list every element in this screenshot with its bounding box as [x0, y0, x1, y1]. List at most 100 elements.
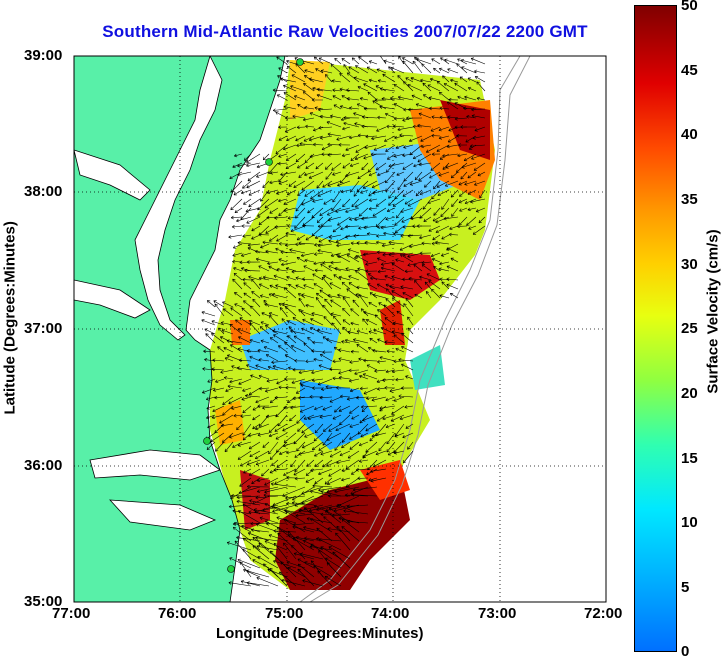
velocity-arrow: [362, 252, 378, 257]
velocity-arrow: [297, 293, 306, 299]
velocity-arrow: [368, 330, 378, 335]
velocity-arrow: [295, 153, 306, 163]
velocity-arrow: [268, 432, 279, 438]
velocity-arrow: [310, 327, 324, 335]
velocity-arrow: [275, 144, 288, 155]
velocity-arrow: [447, 135, 459, 143]
velocity-arrow: [321, 152, 333, 157]
velocity-arrow: [281, 578, 306, 587]
colorbar-tick: 45: [681, 62, 698, 79]
velocity-arrow: [393, 103, 405, 110]
velocity-arrow: [301, 180, 315, 191]
velocity-arrow: [293, 335, 306, 344]
velocity-arrow: [402, 153, 414, 158]
velocity-arrow: [329, 114, 342, 119]
x-tick: 77:00: [52, 605, 91, 622]
velocity-arrow: [458, 143, 468, 147]
velocity-arrow: [403, 144, 414, 149]
velocity-arrow: [339, 394, 351, 399]
velocity-arrow: [419, 207, 432, 219]
velocity-arrow: [314, 106, 324, 110]
velocity-arrow: [393, 334, 405, 344]
velocity-arrow: [317, 249, 333, 254]
velocity-arrow: [258, 283, 270, 290]
velocity-arrow: [248, 468, 261, 476]
velocity-arrow: [467, 207, 477, 212]
velocity-arrow: [325, 74, 333, 83]
velocity-arrow: [242, 503, 261, 515]
velocity-arrow: [315, 162, 324, 170]
velocity-arrow: [401, 363, 414, 371]
velocity-arrow: [392, 198, 405, 207]
velocity-arrow: [420, 135, 432, 142]
velocity-arrow: [421, 241, 432, 246]
velocity-arrow: [376, 387, 387, 391]
velocity-arrow: [347, 330, 360, 335]
velocity-arrow: [295, 513, 315, 518]
velocity-arrow: [248, 510, 270, 515]
velocity-arrow: [318, 234, 333, 243]
velocity-arrow: [282, 144, 297, 151]
velocity-arrow: [351, 198, 360, 208]
velocity-arrow: [472, 225, 486, 235]
y-tick: 35:00: [24, 593, 63, 610]
velocity-arrow: [418, 171, 432, 181]
velocity-arrow: [241, 524, 261, 533]
velocity-arrow: [230, 180, 243, 193]
velocity-arrow: [479, 189, 486, 199]
velocity-arrow: [374, 314, 387, 326]
velocity-arrow: [289, 414, 297, 422]
velocity-arrow: [312, 273, 324, 281]
velocity-arrow: [342, 126, 351, 131]
velocity-arrow: [305, 162, 315, 169]
velocity-arrow: [320, 263, 333, 272]
velocity-arrow: [388, 189, 396, 199]
velocity-arrow: [287, 216, 297, 220]
velocity-arrow: [223, 376, 234, 380]
velocity-arrow: [248, 387, 261, 396]
velocity-arrow: [446, 247, 459, 254]
velocity-arrow: [433, 207, 441, 216]
velocity-arrow: [337, 180, 351, 187]
velocity-arrow: [304, 561, 324, 569]
velocity-arrow: [349, 441, 360, 450]
velocity-arrow: [391, 369, 405, 373]
velocity-arrow: [377, 171, 387, 177]
velocity-arrow: [308, 171, 324, 179]
velocity-arrow: [328, 468, 342, 477]
velocity-arrow: [336, 243, 351, 248]
x-tick: 75:00: [265, 605, 304, 622]
velocity-arrow: [251, 278, 261, 290]
velocity-arrow: [330, 260, 342, 265]
velocity-arrow: [367, 346, 378, 353]
velocity-arrow: [363, 153, 378, 160]
velocity-arrow: [330, 252, 342, 257]
velocity-arrow: [269, 171, 279, 175]
velocity-arrow: [287, 335, 297, 344]
velocity-arrow: [303, 265, 315, 272]
velocity-arrow: [307, 414, 324, 420]
velocity-arrow: [414, 293, 423, 299]
velocity-arrow: [446, 101, 459, 110]
velocity-arrow: [385, 298, 396, 308]
velocity-arrow: [316, 93, 333, 101]
velocity-arrow: [326, 486, 351, 494]
velocity-arrow: [307, 207, 315, 214]
velocity-arrow: [318, 107, 333, 112]
velocity-arrow: [283, 207, 297, 213]
plot-frame: [73, 55, 607, 603]
velocity-arrow: [261, 312, 270, 317]
velocity-arrow: [436, 144, 450, 152]
velocity-arrow: [232, 526, 252, 542]
velocity-arrow: [344, 171, 360, 178]
velocity-arrow: [467, 77, 477, 83]
velocity-arrow: [389, 284, 405, 290]
velocity-arrow: [290, 344, 306, 353]
velocity-arrow: [318, 441, 333, 451]
velocity-arrow: [278, 153, 288, 158]
velocity-arrow: [375, 198, 387, 207]
velocity-arrow: [377, 79, 387, 83]
velocity-arrow: [384, 112, 396, 119]
velocity-arrow: [418, 162, 432, 167]
velocity-arrow: [273, 468, 288, 472]
